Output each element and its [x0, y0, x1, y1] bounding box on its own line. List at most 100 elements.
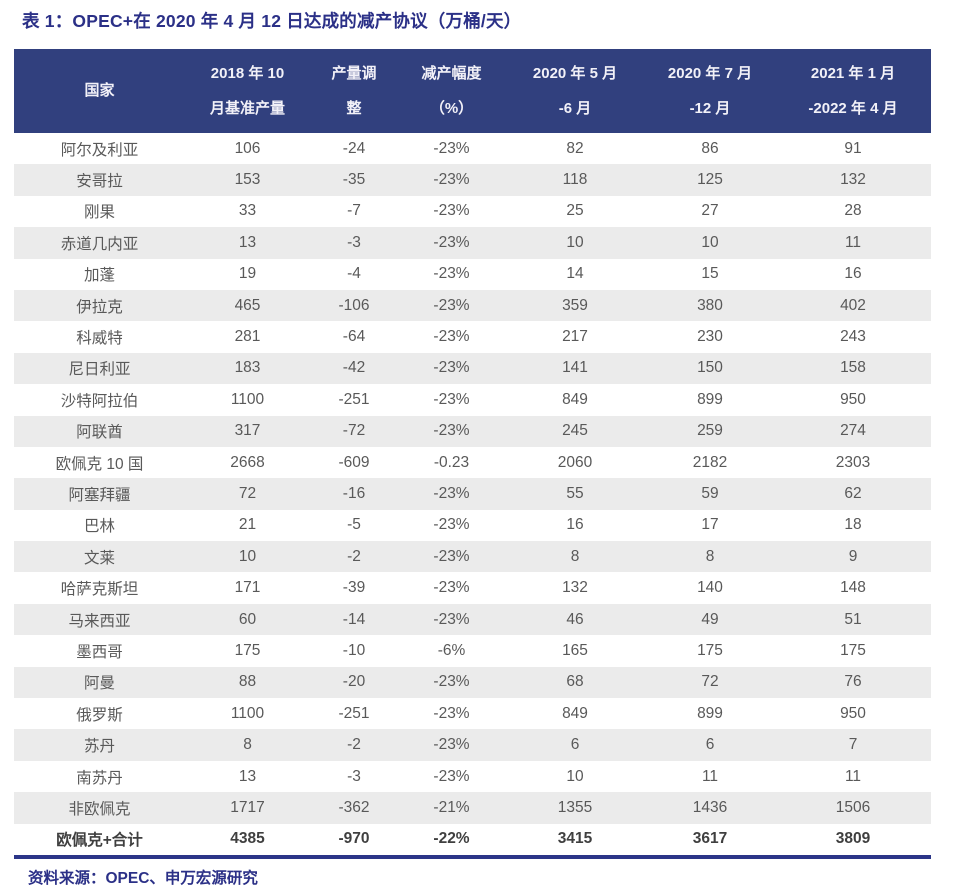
table-row: 阿塞拜疆 72 -16 -23% 55 59 62	[14, 478, 931, 510]
cell-adjustment: -5	[347, 516, 361, 534]
cell-2021-2022: 18	[844, 516, 862, 534]
table-row: 马来西亚 60 -14 -23% 46 49 51	[14, 603, 931, 636]
cell-2020-jul-dec: 6	[645, 729, 775, 761]
cell-baseline: 4385	[230, 830, 265, 848]
cell-adjustment: -42	[310, 352, 398, 385]
cell-baseline: 106	[234, 139, 261, 157]
cell-country: 阿联酋	[14, 415, 185, 447]
cell-cut-pct: -23%	[398, 352, 505, 385]
cell-baseline: 153	[185, 164, 310, 196]
cell-country: 阿塞拜疆	[14, 478, 185, 510]
cell-country: 南苏丹	[76, 769, 123, 787]
cell-adjustment: -16	[310, 478, 398, 510]
table-row: 墨西哥 175 -10 -6% 165 175 175	[14, 635, 931, 666]
cell-adjustment: -362	[310, 792, 398, 824]
cell-2021-2022: 62	[775, 478, 931, 510]
cell-cut-pct: -23%	[398, 415, 505, 447]
cell-2020-jul-dec: 59	[645, 478, 775, 510]
cell-baseline: 1100	[230, 390, 265, 408]
cell-2020-jul-dec: 2182	[692, 453, 728, 471]
table-row: 安哥拉 153 -35 -23% 118 125 132	[14, 164, 931, 196]
column-header-2020-may-jun: 2020 年 5 月 -6 月	[505, 49, 645, 133]
cell-adjustment: -4	[347, 265, 361, 283]
table-row: 欧佩克 10 国 2668 -609 -0.23 2060 2182 2303	[14, 447, 931, 478]
table-row: 欧佩克+合计 4385 -970 -22% 3415 3617 3809	[14, 824, 931, 857]
cell-2021-2022: 950	[840, 704, 866, 722]
cell-country: 赤道几内亚	[14, 227, 185, 259]
cell-baseline: 72	[185, 478, 310, 510]
cell-country: 加蓬	[83, 267, 115, 285]
cell-baseline: 8	[185, 729, 310, 761]
cell-baseline: 2668	[230, 453, 265, 471]
table-row: 科威特 281 -64 -23% 217 230 243	[14, 321, 931, 352]
cell-2020-may-jun: 82	[566, 139, 584, 157]
cell-2021-2022: 11	[844, 767, 862, 785]
cell-baseline: 21	[238, 516, 257, 534]
cell-country: 刚果	[83, 204, 115, 222]
cell-adjustment: -251	[338, 390, 370, 408]
cell-adjustment: -35	[310, 164, 398, 196]
cell-2020-jul-dec: 3617	[692, 830, 728, 848]
opec-production-cut-table: 国家 2018 年 10 月基准产量 产量调 整 减产幅度 （%） 2020 年…	[14, 49, 931, 859]
table-row: 南苏丹 13 -3 -23% 10 11 11	[14, 761, 931, 792]
cell-cut-pct: -23%	[433, 265, 470, 283]
source-note: 资料来源：OPEC、申万宏源研究	[28, 870, 258, 887]
cell-cut-pct: -23%	[398, 541, 505, 573]
cell-adjustment: -106	[310, 289, 398, 322]
cell-2020-may-jun: 14	[566, 265, 584, 283]
cell-adjustment: -3	[310, 227, 398, 259]
cell-2020-may-jun: 132	[562, 579, 588, 597]
cell-2021-2022: 16	[844, 265, 862, 283]
table-row: 巴林 21 -5 -23% 16 17 18	[14, 510, 931, 541]
column-header-country: 国家	[14, 49, 185, 133]
cell-2020-jul-dec: 17	[701, 516, 719, 534]
column-header-adjustment: 产量调 整	[310, 49, 398, 133]
cell-2020-may-jun: 245	[505, 415, 645, 447]
table-row: 伊拉克 465 -106 -23% 359 380 402	[14, 289, 931, 322]
cell-2020-jul-dec: 380	[645, 289, 775, 322]
cell-country: 伊拉克	[14, 289, 185, 322]
table-row: 苏丹 8 -2 -23% 6 6 7	[14, 729, 931, 761]
cell-2020-jul-dec: 899	[697, 390, 723, 408]
cell-baseline: 10	[185, 541, 310, 573]
cell-cut-pct: -21%	[398, 792, 505, 824]
cell-cut-pct: -23%	[433, 390, 470, 408]
cell-baseline: 13	[238, 767, 257, 785]
cell-2021-2022: 274	[775, 415, 931, 447]
cell-2020-jul-dec: 10	[645, 227, 775, 259]
cell-country: 非欧佩克	[14, 792, 185, 824]
cell-country: 欧佩克 10 国	[55, 455, 144, 473]
cell-cut-pct: -22%	[433, 830, 470, 848]
cell-2020-jul-dec: 8	[645, 541, 775, 573]
table-row: 阿曼 88 -20 -23% 68 72 76	[14, 666, 931, 699]
cell-baseline: 175	[234, 641, 261, 659]
table-row: 加蓬 19 -4 -23% 14 15 16	[14, 259, 931, 290]
cell-cut-pct: -23%	[433, 579, 470, 597]
cell-adjustment: -970	[338, 830, 370, 848]
cell-country: 巴林	[83, 518, 115, 536]
cell-2021-2022: 7	[775, 729, 931, 761]
cell-country: 哈萨克斯坦	[60, 581, 139, 599]
cell-2020-may-jun: 10	[566, 767, 584, 785]
cell-2021-2022: 175	[840, 641, 866, 659]
cell-country: 阿尔及利亚	[60, 141, 139, 159]
table-body: 阿尔及利亚 106 -24 -23% 82 86 91 安哥拉 153 -35 …	[14, 133, 931, 857]
cell-adjustment: -72	[310, 415, 398, 447]
table-header: 国家 2018 年 10 月基准产量 产量调 整 减产幅度 （%） 2020 年…	[14, 49, 931, 133]
cell-country: 苏丹	[14, 729, 185, 761]
header-row: 国家 2018 年 10 月基准产量 产量调 整 减产幅度 （%） 2020 年…	[14, 49, 931, 133]
cell-2020-may-jun: 6	[505, 729, 645, 761]
cell-2020-may-jun: 10	[505, 227, 645, 259]
cell-cut-pct: -23%	[433, 328, 470, 346]
cell-country: 科威特	[76, 330, 123, 348]
table-row: 赤道几内亚 13 -3 -23% 10 10 11	[14, 227, 931, 259]
cell-2021-2022: 402	[775, 289, 931, 322]
table-row: 文莱 10 -2 -23% 8 8 9	[14, 541, 931, 573]
cell-2020-jul-dec: 125	[645, 164, 775, 196]
cell-country: 沙特阿拉伯	[60, 392, 139, 410]
cell-2021-2022: 11	[775, 227, 931, 259]
cell-2020-may-jun: 68	[505, 666, 645, 699]
cell-2020-may-jun: 1355	[505, 792, 645, 824]
cell-2020-jul-dec: 175	[697, 641, 723, 659]
